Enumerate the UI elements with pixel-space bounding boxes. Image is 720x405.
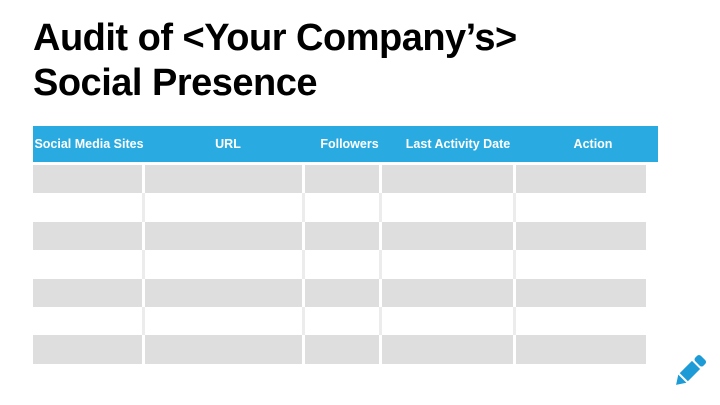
table-row [33, 165, 658, 194]
table-cell [382, 306, 516, 336]
audit-table: Social Media Sites URL Followers Last Ac… [33, 126, 658, 364]
table-cell [33, 221, 145, 251]
table-row [33, 335, 658, 364]
pencil-icon-shape [676, 354, 707, 385]
table-cell [145, 306, 305, 336]
table-cell [305, 306, 382, 336]
table-cell [145, 221, 305, 251]
table-cell [145, 165, 305, 194]
table-cell [33, 335, 145, 364]
slide-title-line1: Audit of <Your Company’s> [33, 17, 517, 59]
table-cell [305, 250, 382, 279]
column-header-social-media-sites: Social Media Sites [33, 126, 148, 162]
slide-title: Audit of <Your Company’s> Social Presenc… [33, 16, 517, 106]
table-cell [145, 250, 305, 279]
table-row [33, 306, 658, 336]
column-header-last-activity-date: Last Activity Date [391, 126, 528, 162]
table-cell [305, 193, 382, 222]
table-cell [145, 278, 305, 307]
column-header-action: Action [528, 126, 658, 162]
table-cell [382, 193, 516, 222]
table-cell [33, 165, 145, 194]
table-cell [516, 306, 646, 336]
table-cell [516, 165, 646, 194]
table-row [33, 250, 658, 279]
table-row [33, 193, 658, 222]
pencil-icon[interactable] [666, 347, 712, 397]
table-cell [382, 221, 516, 251]
table-cell [33, 306, 145, 336]
table-cell [145, 335, 305, 364]
table-cell [33, 193, 145, 222]
table-cell [305, 335, 382, 364]
table-cell [516, 278, 646, 307]
table-row [33, 221, 658, 251]
table-cell [382, 278, 516, 307]
slide-title-line2: Social Presence [33, 62, 318, 104]
table-cell [516, 221, 646, 251]
table-cell [382, 165, 516, 194]
table-cell [305, 278, 382, 307]
table-header-row: Social Media Sites URL Followers Last Ac… [33, 126, 658, 165]
table-cell [145, 193, 305, 222]
table-cell [305, 165, 382, 194]
table-cell [516, 250, 646, 279]
table-cell [33, 278, 145, 307]
column-header-url: URL [148, 126, 311, 162]
table-cell [382, 250, 516, 279]
table-body [33, 165, 658, 364]
table-cell [382, 335, 516, 364]
column-header-followers: Followers [311, 126, 391, 162]
table-cell [33, 250, 145, 279]
table-cell [516, 335, 646, 364]
table-row [33, 278, 658, 307]
table-cell [516, 193, 646, 222]
table-cell [305, 221, 382, 251]
